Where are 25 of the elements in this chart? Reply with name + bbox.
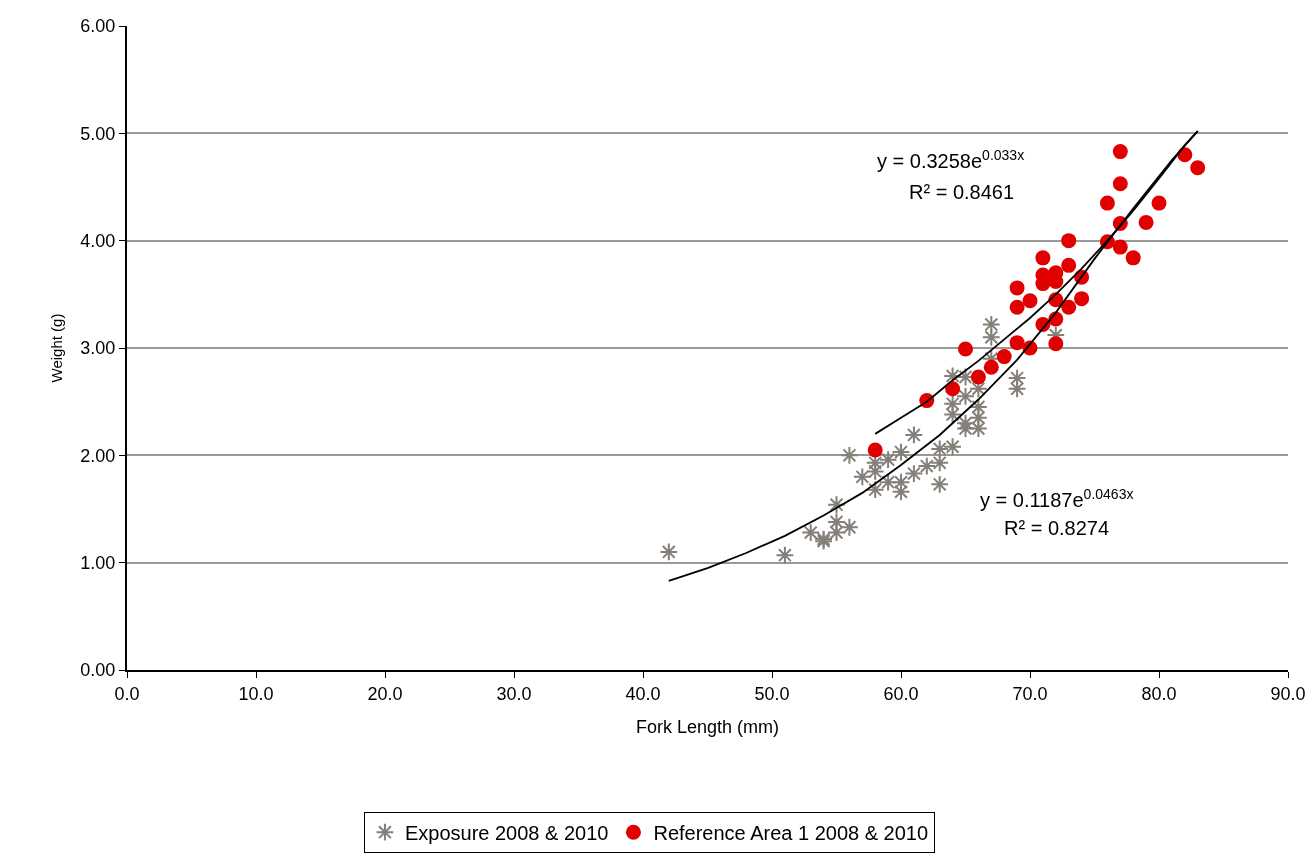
legend-label: Exposure 2008 & 2010: [404, 821, 609, 844]
legend-label: Reference Area 1 2008 & 2010: [653, 821, 929, 844]
x-tick-label: 60.0: [883, 683, 919, 704]
y-tick-label: 2.00: [80, 445, 116, 466]
y-tick-label: 1.00: [80, 552, 116, 573]
annotation: R² = 0.8461: [909, 181, 1015, 203]
x-tick-label: 40.0: [625, 683, 661, 704]
y-tick-label: 6.00: [80, 16, 116, 37]
annotation: y = 0.1187e$^{0.0463x}$: [980, 486, 1134, 512]
annotation: R² = 0.8274: [1004, 517, 1110, 539]
y-tick-label: 4.00: [80, 230, 116, 251]
y-tick-label: 0.00: [80, 660, 116, 681]
x-axis-title: Fork Length (mm): [635, 717, 780, 738]
x-tick-label: 30.0: [496, 683, 532, 704]
x-tick-label: 10.0: [238, 683, 274, 704]
x-tick-label: 70.0: [1012, 683, 1048, 704]
x-tick-label: 50.0: [754, 683, 790, 704]
y-tick-label: 3.00: [80, 338, 116, 359]
x-tick-label: 90.0: [1270, 683, 1306, 704]
x-tick-label: 80.0: [1141, 683, 1177, 704]
y-axis-title: Weight (g): [48, 313, 66, 383]
x-tick-label: 0.0: [114, 683, 140, 704]
x-tick-label: 20.0: [367, 683, 403, 704]
y-tick-label: 5.00: [80, 123, 116, 144]
annotation: y = 0.3258e$^{0.033x}$: [877, 147, 1025, 173]
